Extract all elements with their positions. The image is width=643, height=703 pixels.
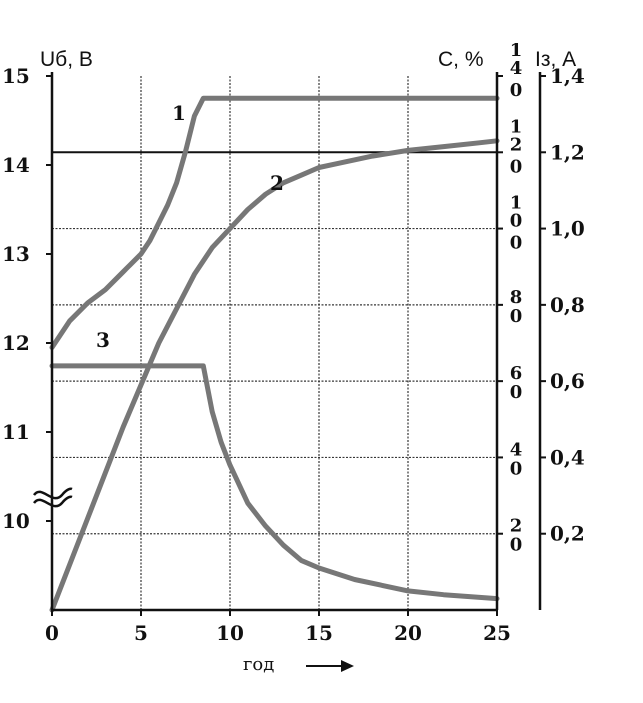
x-axis-title: год (243, 654, 354, 675)
axis-break-icon (32, 487, 73, 508)
middle-tick-label: 6 (510, 363, 523, 384)
left-tick-label: 13 (2, 242, 30, 266)
middle-tick-label: 1 (510, 116, 523, 137)
right-tick-label: 0,8 (550, 293, 585, 317)
left-tick-label: 14 (2, 153, 30, 177)
right-axis-title: Iз, А (535, 48, 576, 71)
series-label-3: 3 (96, 328, 110, 352)
right-tick-label: 1,2 (550, 140, 585, 164)
x-tick-label: 25 (483, 621, 511, 645)
middle-tick-label: 0 (510, 458, 523, 479)
right-tick-label: 1,0 (550, 217, 585, 241)
middle-tick-label: 0 (510, 535, 523, 556)
middle-tick-label: 0 (510, 156, 523, 177)
series-curve-3 (49, 363, 500, 602)
middle-tick-label: 0 (510, 306, 523, 327)
left-tick-label: 11 (2, 420, 30, 444)
middle-tick-label: 0 (510, 211, 523, 232)
series-curves: 1 2 3 (49, 95, 500, 613)
series-label-2: 2 (270, 171, 284, 195)
middle-tick-label: 4 (510, 439, 523, 460)
middle-tick-label: 2 (510, 516, 523, 537)
right-tick-label: 0,6 (550, 369, 585, 393)
grid-lines (52, 76, 497, 610)
middle-tick-label: 0 (510, 80, 523, 101)
x-axis-title-text: год (243, 654, 274, 675)
axes: 0 5 10 15 20 25151413121110140120100806040201… (2, 40, 585, 645)
middle-tick-label: 1 (510, 193, 523, 214)
left-tick-label: 12 (2, 331, 30, 355)
middle-tick-label: 8 (510, 287, 523, 308)
left-axis-title: Uб, В (40, 48, 93, 71)
right-tick-label: 1,4 (550, 64, 585, 88)
middle-tick-label: 0 (510, 233, 523, 254)
x-tick-label: 0 (45, 621, 59, 645)
left-tick-label: 10 (2, 509, 30, 533)
middle-tick-label: 0 (510, 382, 523, 403)
left-tick-label: 15 (2, 64, 30, 88)
x-tick-label: 5 (134, 621, 148, 645)
middle-tick-label: 2 (510, 134, 523, 155)
middle-axis-title: С, % (438, 48, 484, 71)
series-curve-2 (49, 138, 500, 613)
series-curve-1 (49, 95, 500, 350)
middle-tick-label: 4 (510, 58, 523, 79)
x-tick-label: 15 (305, 621, 333, 645)
right-tick-label: 0,2 (550, 522, 585, 546)
middle-tick-label: 1 (510, 40, 523, 61)
x-tick-label: 20 (394, 621, 422, 645)
x-axis-arrow-head (341, 660, 354, 672)
x-tick-label: 10 (216, 621, 244, 645)
right-tick-label: 0,4 (550, 445, 585, 469)
series-label-1: 1 (172, 101, 186, 125)
